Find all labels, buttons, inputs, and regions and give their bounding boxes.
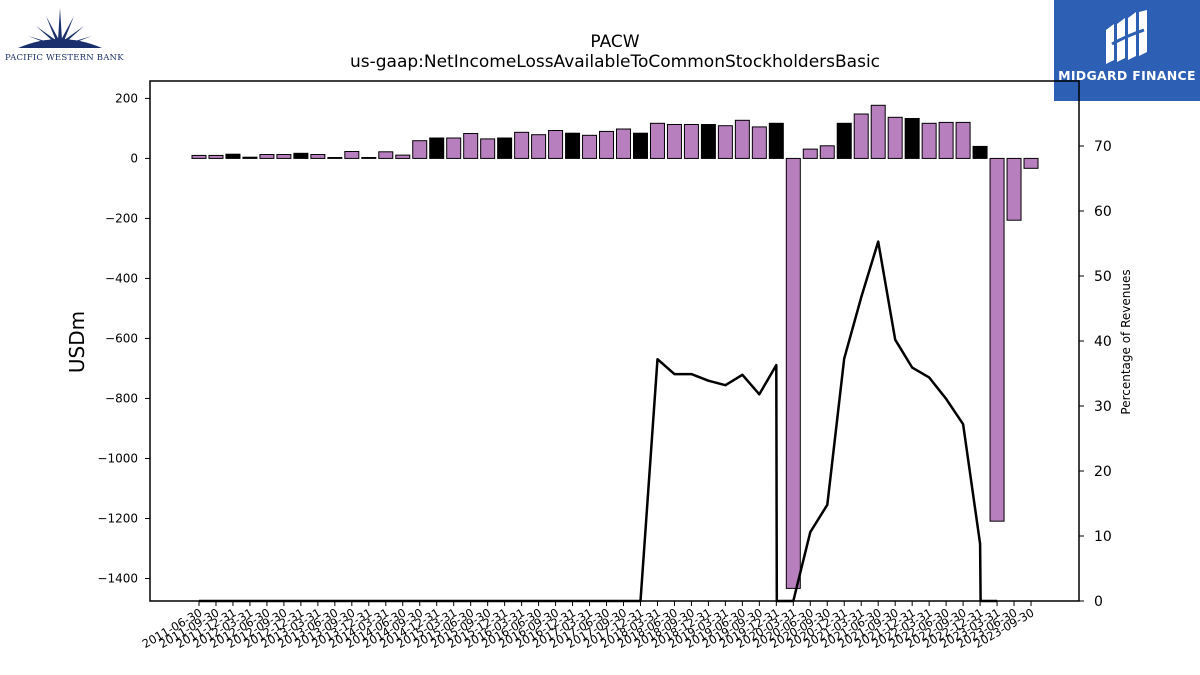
bar-2011-06-30: [191, 154, 207, 159]
y2-tick-label: 40: [1094, 334, 1112, 350]
y-tick-label: 0: [130, 151, 138, 165]
bar-2015-03-31: [446, 137, 462, 159]
bar-2013-03-31: [310, 154, 326, 159]
y2-tick-label: 30: [1094, 399, 1112, 415]
bar-2013-06-30: [327, 157, 343, 159]
bar-2017-12-31: [632, 132, 648, 159]
y-axis-left: 200 0 −200 −400 −600 −800 −1000 −1200 −1400: [97, 91, 150, 585]
bar-2022-06-30: [938, 121, 954, 159]
bar-2020-06-30: [802, 148, 818, 159]
bar-2022-12-31: [972, 145, 988, 159]
plot-frame: [149, 80, 1080, 602]
y-tick-label: 200: [115, 91, 138, 105]
y-tick-label: −600: [105, 331, 138, 345]
bar-2018-12-31: [700, 124, 716, 159]
bar-2016-03-31: [514, 131, 530, 159]
y-tick-label: −1400: [97, 571, 138, 585]
y-axis-right: 0 10 20 30 40 50 60 70: [1079, 139, 1112, 610]
y2-axis-label: Percentage of Revenues: [1119, 269, 1133, 414]
percentage-of-revenues-line: [199, 240, 998, 603]
bar-2013-09-30: [344, 151, 360, 159]
x-axis: 2011-06-302011-09-302011-12-312012-03-31…: [140, 601, 1037, 651]
bar-2015-06-30: [463, 133, 479, 159]
bar-2016-09-30: [548, 130, 564, 159]
y2-tick-label: 0: [1094, 594, 1103, 610]
bar-2022-09-30: [955, 121, 971, 159]
bar-2016-06-30: [531, 134, 547, 159]
bar-2012-06-30: [259, 154, 275, 159]
bar-2020-03-31: [785, 157, 801, 589]
midgard-finance-text: MIDGARD FINANCE: [1058, 68, 1196, 83]
bar-2014-06-30: [395, 154, 411, 159]
bar-2020-09-30: [819, 145, 835, 159]
bar-2021-12-31: [904, 118, 920, 159]
bar-2017-09-30: [616, 128, 631, 159]
y-tick-label: −800: [105, 391, 138, 405]
bar-2017-06-30: [599, 130, 615, 159]
y2-tick-label: 10: [1094, 529, 1112, 545]
bar-2012-12-31: [293, 152, 309, 159]
y2-tick-label: 50: [1094, 269, 1112, 285]
sunburst-icon: [18, 8, 102, 48]
bar-2021-06-30: [870, 104, 886, 159]
bar-2019-06-30: [734, 119, 750, 159]
pacific-western-bank-logo: PACIFIC WESTERN BANK: [0, 0, 125, 70]
bar-2016-12-31: [565, 132, 581, 159]
bar-2014-03-31: [378, 151, 394, 159]
bar-2020-12-31: [836, 122, 852, 159]
y-tick-label: −400: [105, 271, 138, 285]
bar-2019-03-31: [717, 125, 733, 159]
bar-2022-03-31: [921, 122, 937, 159]
bar-2014-09-30: [412, 140, 428, 159]
bar-2015-12-31: [497, 137, 513, 159]
bar-2023-03-31: [989, 157, 1005, 522]
bar-2012-03-31: [242, 156, 258, 159]
chart-subtitle: us-gaap:NetIncomeLossAvailableToCommonSt…: [349, 52, 881, 72]
bar-2023-06-30: [1006, 157, 1022, 221]
bar-2021-03-31: [853, 113, 869, 159]
y2-tick-label: 20: [1094, 464, 1112, 480]
bar-2018-06-30: [666, 124, 682, 159]
bar-2023-09-30: [1023, 157, 1039, 169]
bar-2017-03-31: [582, 134, 598, 159]
y2-tick-label: 70: [1094, 139, 1112, 155]
bar-2014-12-31: [429, 137, 445, 159]
bar-2019-12-31: [768, 122, 784, 159]
line-group: [199, 240, 998, 603]
bar-2018-09-30: [683, 124, 699, 159]
midgard-emblem-icon: [1106, 10, 1147, 64]
bar-2013-12-31: [361, 157, 377, 159]
bar-2021-09-30: [887, 116, 903, 159]
y-tick-label: −1200: [97, 511, 138, 525]
bar-2015-09-30: [480, 138, 496, 159]
bar-2011-09-30: [208, 154, 224, 159]
y-tick-label: −1000: [97, 451, 138, 465]
y-tick-label: −200: [105, 211, 138, 225]
bar-2018-03-31: [649, 122, 665, 159]
bar-2012-09-30: [276, 154, 292, 159]
bar-2011-12-31: [225, 153, 241, 159]
bars-group: [191, 104, 1039, 589]
bank-name-text: PACIFIC WESTERN BANK: [5, 53, 124, 63]
bar-2019-09-30: [751, 126, 767, 159]
chart-title: PACW: [590, 32, 640, 52]
y2-tick-label: 60: [1094, 204, 1112, 220]
y-axis-label: USDm: [65, 311, 89, 373]
